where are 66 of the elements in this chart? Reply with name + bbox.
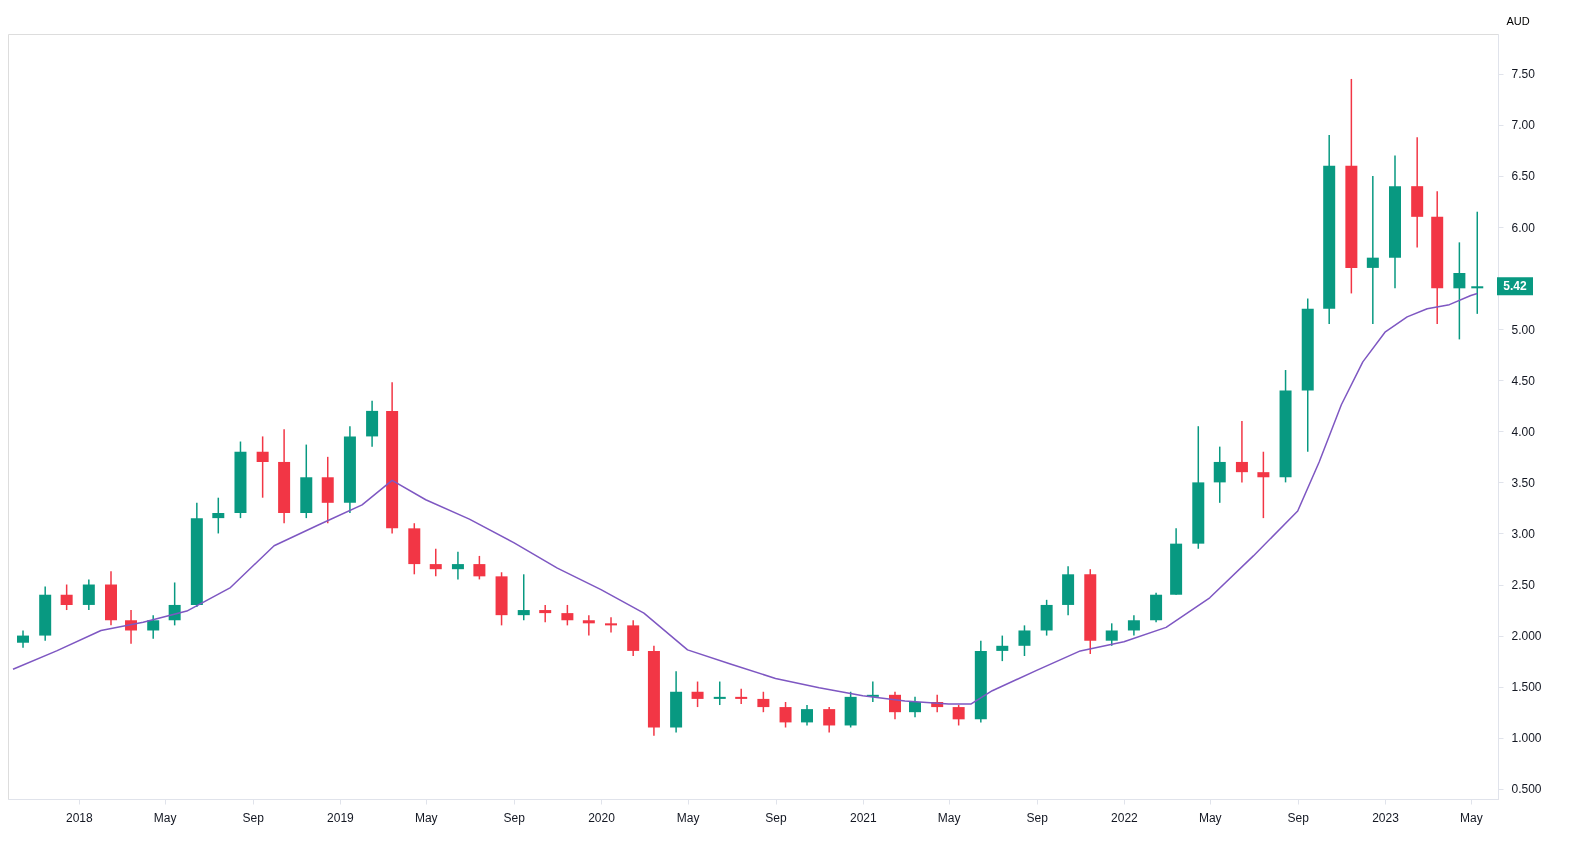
x-tick-label: May [414, 810, 438, 825]
text: 5.42 [1503, 279, 1527, 294]
candlestick [582, 614, 595, 637]
x-tick-label: May [676, 810, 700, 825]
y-tick-label: 5.00 [1511, 322, 1536, 337]
y-tick-label: 1.500 [1511, 680, 1542, 695]
x-tick-label: 2018 [65, 810, 93, 825]
x-tick-label: May [153, 810, 177, 825]
candlestick [952, 704, 965, 727]
candlestick [996, 634, 1009, 662]
x-tick-label: 2022 [1111, 810, 1139, 825]
candlestick [801, 704, 814, 727]
candlestick [691, 680, 704, 708]
x-tick-label: 2020 [588, 810, 616, 825]
y-tick-label: 7.00 [1511, 118, 1536, 133]
y-tick-label: 2.000 [1511, 629, 1542, 644]
x-tick-label: Sep [1026, 810, 1049, 825]
candlestick [60, 583, 73, 611]
candlestick [1257, 450, 1270, 519]
x-tick-label: 2023 [1372, 810, 1400, 825]
x-tick-label: Sep [503, 810, 526, 825]
candlestick [1127, 614, 1140, 637]
y-tick-label: 3.00 [1511, 526, 1536, 541]
x-tick-label: May [937, 810, 961, 825]
candlestick [1213, 445, 1226, 504]
candlestick [1453, 241, 1466, 341]
y-tick-label: 0.500 [1511, 782, 1542, 797]
line-series [12, 292, 1479, 705]
candlestick [823, 706, 836, 734]
candlestick [517, 573, 530, 622]
candlestick [561, 604, 574, 627]
candlestick [82, 578, 95, 611]
x-tick-label: Sep [242, 810, 265, 825]
candlestick [147, 614, 160, 640]
x-tick-label: 2019 [327, 810, 355, 825]
candlestick [1105, 622, 1118, 647]
y-tick-label: 6.50 [1511, 169, 1536, 184]
y-tick-label: 2.50 [1511, 578, 1536, 593]
candlestick [779, 701, 792, 729]
y-tick-label: 6.00 [1511, 220, 1536, 235]
candlestick [605, 616, 618, 634]
y-tick-label: 7.50 [1511, 67, 1536, 82]
x-tick-label: May [1459, 810, 1483, 825]
candlestick [909, 696, 922, 719]
candlestick [451, 551, 464, 581]
candlestick [256, 435, 269, 499]
x-tick-label: Sep [765, 810, 788, 825]
candlestick [429, 548, 442, 578]
x-tick-label: Sep [1287, 810, 1310, 825]
x-tick-label: May [1198, 810, 1222, 825]
y-tick-label: 4.00 [1511, 424, 1536, 439]
y-tick-label: 4.50 [1511, 373, 1536, 388]
candlestick [713, 680, 726, 706]
x-tick-label: 2021 [849, 810, 877, 825]
candlestick [473, 555, 486, 581]
candlestick [1366, 175, 1379, 325]
candlestick [1018, 624, 1031, 657]
y-tick-label: 1.000 [1511, 731, 1542, 746]
candlestick [1471, 210, 1484, 315]
y-tick-label: 3.50 [1511, 475, 1536, 490]
candlestick [757, 691, 770, 713]
candlestick [1235, 420, 1248, 484]
y-axis-title: AUD [1506, 14, 1530, 27]
candlestick [212, 496, 225, 535]
candlestick [735, 687, 748, 705]
candlestick [539, 604, 552, 624]
